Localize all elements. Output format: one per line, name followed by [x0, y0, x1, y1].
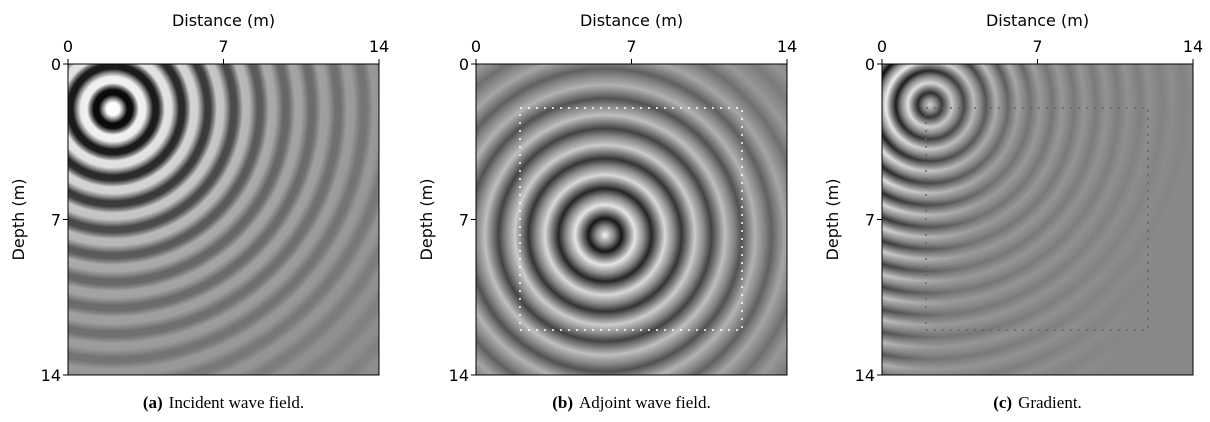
x-tick-label: 0: [877, 37, 887, 56]
x-tick-label: 7: [626, 37, 636, 56]
caption: (a) Incident wave field.: [143, 393, 304, 412]
x-tick-label: 7: [1032, 37, 1042, 56]
x-tick-label: 0: [471, 37, 481, 56]
y-tick-label: 0: [459, 55, 469, 74]
y-tick-label: 0: [51, 55, 61, 74]
wave-fade: [476, 64, 787, 375]
caption-text: Adjoint wave field.: [579, 393, 711, 412]
y-tick-label: 7: [865, 211, 875, 230]
x-axis-title: Distance (m): [580, 11, 683, 30]
x-tick-label: 0: [63, 37, 73, 56]
caption-label: (a): [143, 393, 163, 412]
caption-text: Incident wave field.: [169, 393, 304, 412]
image-area: [476, 64, 787, 375]
wave-fade: [882, 64, 1193, 375]
caption-label: (b): [552, 393, 573, 412]
y-tick-label: 14: [41, 366, 61, 385]
x-tick-label: 14: [369, 37, 389, 56]
x-axis-title: Distance (m): [172, 11, 275, 30]
y-axis-title: Depth (m): [9, 179, 28, 261]
image-area: [68, 64, 379, 375]
caption: (b) Adjoint wave field.: [552, 393, 711, 412]
wave-fade: [68, 64, 379, 375]
y-tick-label: 14: [855, 366, 875, 385]
y-tick-label: 14: [449, 366, 469, 385]
x-axis-title: Distance (m): [986, 11, 1089, 30]
caption-label: (c): [993, 393, 1012, 412]
x-tick-label: 7: [218, 37, 228, 56]
image-area: [882, 64, 1193, 375]
y-axis-title: Depth (m): [823, 179, 842, 261]
caption: (c) Gradient.: [993, 393, 1082, 412]
y-tick-label: 0: [865, 55, 875, 74]
x-tick-label: 14: [777, 37, 797, 56]
y-axis-title: Depth (m): [417, 179, 436, 261]
survey-outline: [925, 107, 1149, 331]
survey-outline: [519, 107, 743, 331]
panel: 0 7 14 0 7 14 Distance (m) Depth (m) (a) Incident…: [9, 11, 389, 412]
caption-text: Gradient.: [1018, 393, 1082, 412]
y-tick-label: 7: [459, 211, 469, 230]
x-tick-label: 14: [1183, 37, 1203, 56]
panel: 0 7 14 0 7 14 Distance (m) Depth (m) (c) Gradient…: [823, 11, 1203, 412]
y-tick-label: 7: [51, 211, 61, 230]
panel: 0 7 14 0 7 14 Distance (m) Depth (m) (b) Adjoint …: [417, 11, 797, 412]
